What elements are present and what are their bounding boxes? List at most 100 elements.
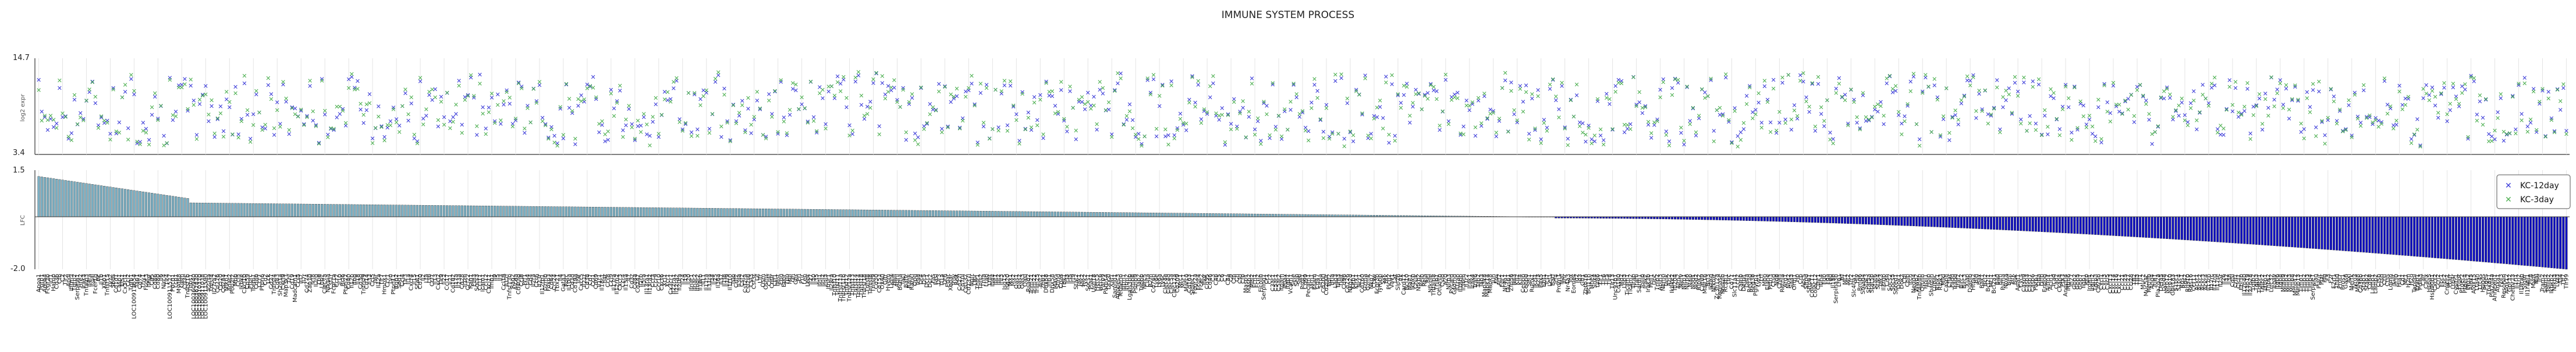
expr-marker: ✕ — [1690, 105, 1695, 112]
lfc-bar — [1313, 214, 1316, 217]
lfc-bar — [523, 206, 526, 217]
expr-marker: ✕ — [725, 119, 730, 126]
lfc-bar — [1164, 213, 1167, 217]
expr-marker: ✕ — [2507, 130, 2513, 138]
expr-marker: ✕ — [2179, 95, 2184, 103]
expr-marker: ✕ — [2385, 110, 2390, 118]
expr-marker: ✕ — [2561, 80, 2566, 88]
expr-marker: ✕ — [748, 130, 754, 138]
expr-marker: ✕ — [2471, 78, 2476, 86]
x-tick-label: Il10ra — [566, 274, 573, 291]
expr-marker: ✕ — [1208, 94, 1213, 101]
lfc-bar — [836, 209, 839, 217]
expr-marker: ✕ — [2057, 125, 2062, 133]
expr-marker: ✕ — [465, 93, 470, 100]
expr-marker: ✕ — [417, 78, 423, 85]
expr-marker: ✕ — [1979, 106, 1985, 114]
expr-marker: ✕ — [841, 73, 846, 81]
lfc-bar — [2082, 216, 2085, 234]
lfc-bar — [1667, 216, 1670, 220]
expr-marker: ✕ — [1726, 117, 1731, 124]
expr-marker: ✕ — [1553, 97, 1559, 104]
lfc-bar — [162, 195, 165, 217]
expr-marker: ✕ — [2075, 125, 2080, 132]
x-tick-label: Cd79a — [572, 274, 579, 293]
lfc-bar — [1757, 216, 1760, 221]
expr-marker: ✕ — [1216, 116, 1222, 124]
lfc-bar — [282, 203, 285, 217]
expr-marker: ✕ — [856, 69, 861, 76]
expr-marker: ✕ — [772, 88, 778, 96]
expr-marker: ✕ — [2447, 100, 2453, 108]
expr-marker: ✕ — [1046, 89, 1052, 96]
expr-marker: ✕ — [194, 131, 199, 139]
lfc-bar — [1158, 213, 1161, 217]
lfc-bar — [2454, 216, 2457, 260]
expr-marker: ✕ — [522, 125, 527, 133]
bottom-ytick-max: 1.5 — [13, 166, 25, 175]
expr-marker: ✕ — [1509, 87, 1514, 95]
x-tick-label: Cxcr4 — [409, 274, 415, 291]
lfc-bar — [2070, 216, 2073, 234]
expr-marker: ✕ — [1681, 141, 1687, 149]
lfc-bar — [300, 203, 303, 217]
expr-marker: ✕ — [2364, 113, 2369, 121]
lfc-bar — [2192, 216, 2195, 241]
expr-marker: ✕ — [1917, 136, 1922, 143]
expr-marker: ✕ — [1106, 106, 1112, 114]
lfc-bar — [120, 188, 124, 217]
expr-marker: ✕ — [1500, 85, 1505, 92]
lfc-bar — [1331, 214, 1334, 217]
expr-marker: ✕ — [322, 107, 328, 115]
expr-marker: ✕ — [1961, 92, 1967, 100]
expr-marker: ✕ — [2483, 96, 2489, 104]
expr-marker: ✕ — [39, 108, 44, 115]
x-tick-label: Il3ra — [736, 274, 743, 287]
expr-marker: ✕ — [835, 73, 840, 80]
lfc-bar — [148, 192, 151, 217]
expr-marker: ✕ — [2370, 119, 2375, 126]
expr-marker: ✕ — [477, 80, 482, 88]
expr-marker: ✕ — [1860, 91, 1865, 99]
expr-marker: ✕ — [1041, 131, 1046, 138]
expr-marker: ✕ — [591, 85, 596, 92]
x-tick-label: Pdcd1 — [170, 274, 176, 292]
expr-marker: ✕ — [814, 128, 819, 135]
lfc-bar — [714, 208, 717, 217]
expr-marker: ✕ — [2102, 82, 2107, 90]
x-tick-label: Tgfb1 — [128, 274, 134, 291]
expr-marker: ✕ — [411, 135, 417, 142]
expr-marker: ✕ — [2314, 132, 2319, 140]
expr-marker: ✕ — [2239, 110, 2244, 118]
expr-marker: ✕ — [933, 106, 938, 114]
expr-marker: ✕ — [1461, 131, 1466, 139]
lfc-bar — [317, 204, 321, 217]
expr-marker: ✕ — [829, 83, 834, 90]
expr-marker: ✕ — [874, 69, 879, 77]
expr-marker: ✕ — [990, 125, 995, 133]
expr-marker: ✕ — [1607, 101, 1612, 108]
lfc-bar — [2190, 216, 2192, 241]
expr-marker: ✕ — [677, 115, 682, 123]
expr-marker: ✕ — [1270, 79, 1275, 87]
lfc-bar — [553, 206, 556, 217]
x-tick-label: Myd88 — [176, 274, 182, 294]
lfc-bar — [1015, 211, 1018, 217]
lfc-bar — [100, 185, 103, 217]
lfc-bar — [1951, 216, 1954, 228]
lfc-bar — [627, 207, 630, 217]
lfc-bar — [1170, 213, 1173, 217]
expr-marker: ✕ — [2045, 124, 2050, 131]
expr-marker: ✕ — [299, 106, 304, 114]
expr-marker: ✕ — [653, 101, 658, 108]
expr-marker: ✕ — [1067, 88, 1073, 96]
expr-marker: ✕ — [2054, 116, 2059, 124]
expr-marker: ✕ — [1977, 87, 1982, 94]
expr-marker: ✕ — [486, 104, 491, 112]
expr-marker: ✕ — [808, 78, 813, 86]
expr-marker: ✕ — [2110, 79, 2116, 87]
expr-marker: ✕ — [981, 123, 986, 131]
x-tick-label: Tlr3 — [402, 274, 409, 286]
lfc-bar — [231, 203, 234, 217]
expr-marker: ✕ — [310, 108, 315, 115]
